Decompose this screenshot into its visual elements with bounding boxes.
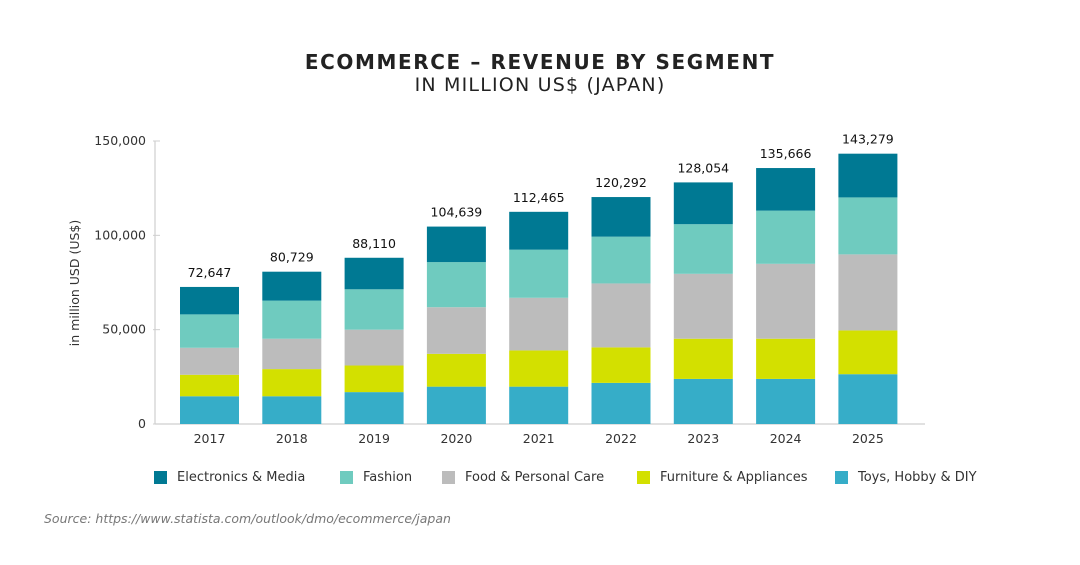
legend-label: Fashion <box>363 470 413 485</box>
y-tick-label: 0 <box>138 416 146 431</box>
legend-label: Food & Personal Care <box>465 470 605 485</box>
bar-segment-fashion <box>756 210 816 264</box>
x-tick-label: 2018 <box>276 431 308 446</box>
bar-segment-toys-hobby-diy <box>838 374 898 424</box>
y-tick-label: 100,000 <box>94 227 146 242</box>
x-tick-label: 2024 <box>770 431 802 446</box>
source-note: Source: https://www.statista.com/outlook… <box>44 511 451 526</box>
bar-segment-furniture-appliances <box>509 350 569 387</box>
bar-total-label: 72,647 <box>188 265 232 280</box>
legend-item: Electronics & Media <box>154 470 305 485</box>
legend-label: Furniture & Appliances <box>660 470 808 485</box>
bar-segment-electronics-media <box>756 168 816 211</box>
legend-item: Toys, Hobby & DIY <box>835 470 977 485</box>
bar-segment-toys-hobby-diy <box>262 396 322 424</box>
bar-segment-food-personal-care <box>591 283 651 348</box>
legend-item: Furniture & Appliances <box>637 470 808 485</box>
bar-segment-fashion <box>262 300 322 339</box>
bar-segment-toys-hobby-diy <box>673 378 733 424</box>
bar-segment-toys-hobby-diy <box>591 382 651 424</box>
bar-segment-toys-hobby-diy <box>756 378 816 424</box>
bar-total-label: 80,729 <box>270 250 314 265</box>
legend-swatch <box>442 471 455 484</box>
bar-total-label: 128,054 <box>677 160 729 175</box>
bar-segment-electronics-media <box>426 226 486 263</box>
bar-segment-food-personal-care <box>262 338 322 370</box>
bar-total-label: 104,639 <box>431 205 483 220</box>
bar-segment-electronics-media <box>673 182 733 225</box>
bar-segment-electronics-media <box>180 286 239 315</box>
bar-segment-fashion <box>180 314 239 348</box>
bar-total-label: 120,292 <box>595 175 647 190</box>
bar-segment-food-personal-care <box>509 297 569 351</box>
legend-item: Fashion <box>340 470 412 485</box>
x-tick-label: 2017 <box>194 431 226 446</box>
legend-swatch <box>154 471 167 484</box>
bar-segment-electronics-media <box>344 257 404 290</box>
bar-segment-electronics-media <box>262 271 322 301</box>
bar-segment-food-personal-care <box>673 273 733 339</box>
bar-segment-furniture-appliances <box>262 369 322 397</box>
bar-segment-fashion <box>838 197 898 255</box>
legend-item: Food & Personal Care <box>442 470 604 485</box>
legend-label: Electronics & Media <box>177 470 306 485</box>
bar-segment-furniture-appliances <box>426 353 486 387</box>
bar-segment-electronics-media <box>838 153 898 198</box>
legend-swatch <box>340 471 353 484</box>
y-axis-label: in million USD (US$) <box>67 220 82 346</box>
bar-segment-toys-hobby-diy <box>180 396 239 424</box>
bar-segment-food-personal-care <box>344 329 404 366</box>
bar-segment-food-personal-care <box>756 263 816 339</box>
bar-segment-electronics-media <box>591 197 651 237</box>
bar-total-label: 88,110 <box>352 236 396 251</box>
chart-title: ECOMMERCE – REVENUE BY SEGMENT <box>304 50 776 74</box>
bar-segment-fashion <box>426 262 486 308</box>
bar-segment-furniture-appliances <box>180 374 239 397</box>
legend: Electronics & Media Fashion Food & Persona… <box>0 470 1080 490</box>
legend-swatch <box>637 471 650 484</box>
x-tick-label: 2023 <box>687 431 719 446</box>
x-tick-label: 2019 <box>358 431 390 446</box>
bar-segment-furniture-appliances <box>756 338 816 379</box>
x-tick-label: 2025 <box>852 431 884 446</box>
bar-segment-food-personal-care <box>838 254 898 331</box>
y-tick-label: 150,000 <box>94 133 146 148</box>
x-tick-label: 2020 <box>440 431 472 446</box>
bar-segment-toys-hobby-diy <box>509 386 569 424</box>
bar-total-label: 135,666 <box>760 146 812 161</box>
bar-segment-furniture-appliances <box>344 365 404 393</box>
bar-segment-electronics-media <box>509 211 569 250</box>
x-tick-label: 2022 <box>605 431 637 446</box>
bar-segment-fashion <box>509 249 569 298</box>
x-tick-label: 2021 <box>523 431 555 446</box>
bar-segment-fashion <box>591 236 651 284</box>
bar-segment-food-personal-care <box>180 347 239 375</box>
bar-segment-furniture-appliances <box>591 347 651 383</box>
legend-swatch <box>835 471 848 484</box>
bar-segment-fashion <box>673 224 733 274</box>
bar-total-label: 112,465 <box>513 190 565 205</box>
chart-subtitle: IN MILLION US$ (JAPAN) <box>414 74 666 96</box>
legend-label: Toys, Hobby & DIY <box>858 470 977 485</box>
bar-total-label: 143,279 <box>842 132 894 147</box>
bar-segment-food-personal-care <box>426 307 486 354</box>
bar-segment-fashion <box>344 289 404 330</box>
bar-segment-toys-hobby-diy <box>426 386 486 424</box>
bar-segment-furniture-appliances <box>838 330 898 375</box>
y-tick-label: 50,000 <box>102 322 146 337</box>
bar-segment-toys-hobby-diy <box>344 392 404 424</box>
bar-segment-furniture-appliances <box>673 338 733 379</box>
